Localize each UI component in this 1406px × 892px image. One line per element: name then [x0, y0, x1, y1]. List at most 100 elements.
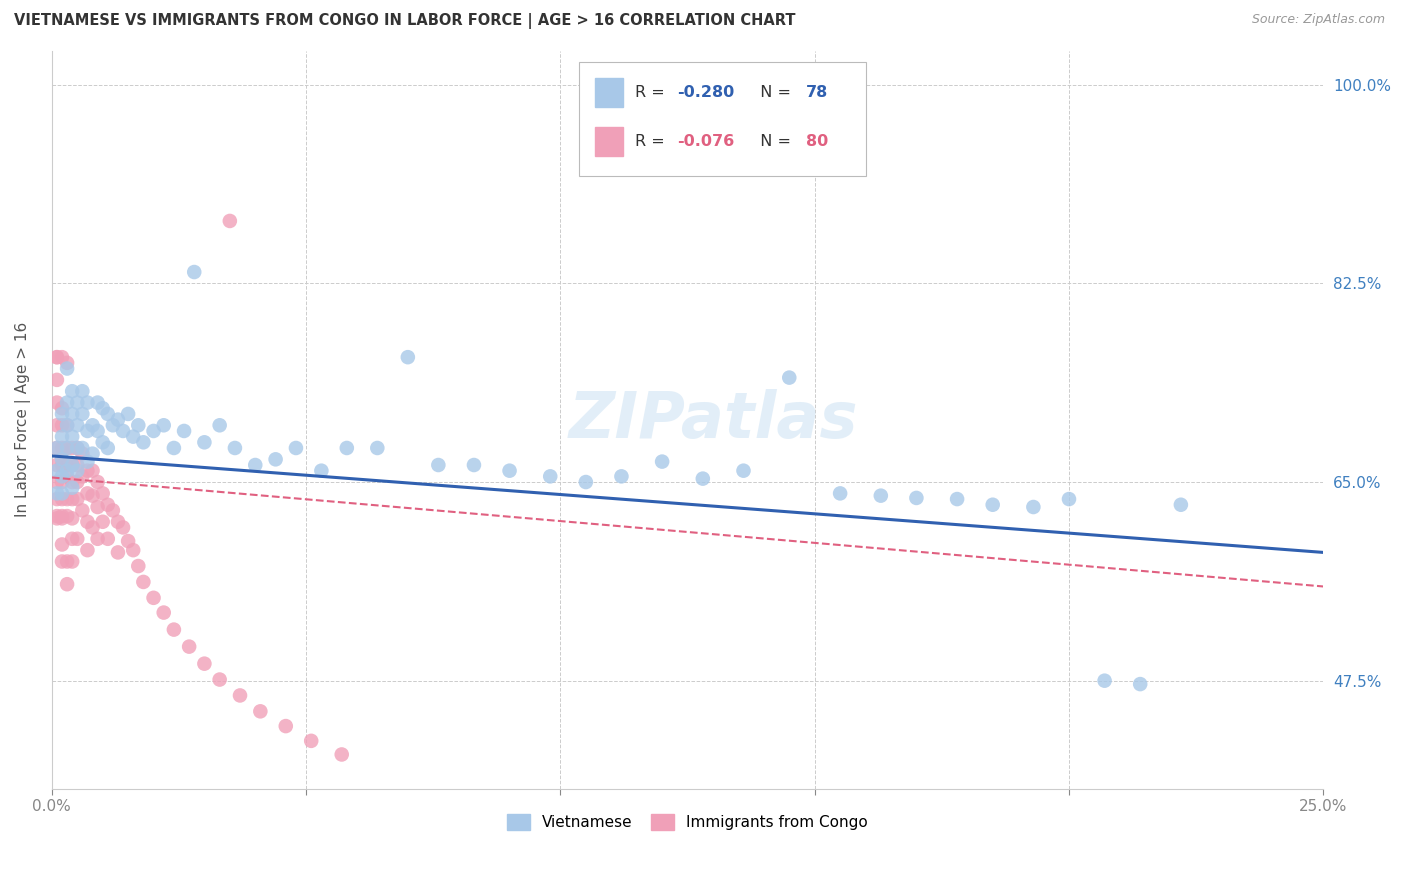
Point: [336, 441, 359, 455]
Point: [830, 486, 852, 500]
Point: [51, 475, 73, 489]
Point: [51, 418, 73, 433]
Point: [82, 520, 104, 534]
Point: [112, 424, 135, 438]
Point: [142, 591, 165, 605]
Point: [97, 532, 120, 546]
Point: [60, 511, 83, 525]
Point: [82, 489, 104, 503]
Point: [107, 545, 129, 559]
Text: R =: R =: [636, 134, 671, 149]
Point: [163, 441, 186, 455]
FancyBboxPatch shape: [579, 62, 866, 176]
Point: [76, 454, 98, 468]
Point: [101, 418, 124, 433]
Point: [76, 424, 98, 438]
Point: [82, 447, 104, 461]
Point: [60, 475, 83, 489]
Point: [51, 452, 73, 467]
Point: [330, 747, 353, 762]
Point: [249, 704, 271, 718]
Point: [733, 464, 755, 478]
Point: [692, 472, 714, 486]
Point: [82, 418, 104, 433]
Point: [245, 458, 267, 472]
Point: [60, 458, 83, 472]
Point: [51, 469, 73, 483]
Point: [97, 441, 120, 455]
Point: [66, 418, 89, 433]
Point: [45, 350, 67, 364]
Point: [56, 509, 79, 524]
Text: VIETNAMESE VS IMMIGRANTS FROM CONGO IN LABOR FORCE | AGE > 16 CORRELATION CHART: VIETNAMESE VS IMMIGRANTS FROM CONGO IN L…: [14, 13, 796, 29]
Point: [56, 361, 79, 376]
Point: [60, 441, 83, 455]
Point: [86, 395, 108, 409]
Point: [51, 554, 73, 568]
Point: [778, 370, 800, 384]
Point: [193, 657, 215, 671]
Point: [142, 424, 165, 438]
Point: [112, 520, 135, 534]
Point: [76, 486, 98, 500]
Point: [107, 515, 129, 529]
Text: 80: 80: [806, 134, 828, 149]
Point: [51, 511, 73, 525]
Point: [208, 673, 231, 687]
Point: [91, 435, 114, 450]
Point: [56, 491, 79, 506]
Point: [51, 441, 73, 455]
Point: [45, 486, 67, 500]
Point: [498, 464, 520, 478]
Text: 78: 78: [806, 86, 828, 100]
Point: [66, 532, 89, 546]
Point: [66, 441, 89, 455]
Point: [218, 214, 240, 228]
Point: [56, 458, 79, 472]
Point: [107, 412, 129, 426]
Point: [274, 719, 297, 733]
Point: [299, 734, 322, 748]
Text: N =: N =: [749, 134, 796, 149]
Point: [1129, 677, 1152, 691]
Point: [224, 441, 246, 455]
Point: [45, 464, 67, 478]
Point: [127, 418, 149, 433]
Point: [51, 458, 73, 472]
Point: [86, 500, 108, 514]
Point: [72, 447, 94, 461]
Point: [981, 498, 1004, 512]
Point: [97, 407, 120, 421]
Point: [56, 418, 79, 433]
Point: [152, 606, 174, 620]
Point: [51, 407, 73, 421]
Point: [60, 384, 83, 399]
Point: [56, 441, 79, 455]
Point: [127, 559, 149, 574]
Point: [229, 689, 252, 703]
Point: [72, 384, 94, 399]
Point: [179, 640, 201, 654]
Point: [575, 475, 598, 489]
Point: [91, 401, 114, 416]
Point: [45, 418, 67, 433]
Point: [51, 486, 73, 500]
Point: [72, 503, 94, 517]
Point: [51, 491, 73, 506]
Point: [45, 441, 67, 455]
Text: R =: R =: [636, 86, 671, 100]
Point: [101, 503, 124, 517]
Point: [45, 350, 67, 364]
Point: [66, 395, 89, 409]
Point: [66, 475, 89, 489]
Point: [122, 429, 145, 443]
Legend: Vietnamese, Immigrants from Congo: Vietnamese, Immigrants from Congo: [501, 808, 875, 836]
Point: [284, 441, 307, 455]
Point: [97, 498, 120, 512]
Point: [45, 475, 67, 489]
Point: [56, 577, 79, 591]
Point: [56, 469, 79, 483]
Point: [60, 429, 83, 443]
Point: [208, 418, 231, 433]
Point: [66, 464, 89, 478]
